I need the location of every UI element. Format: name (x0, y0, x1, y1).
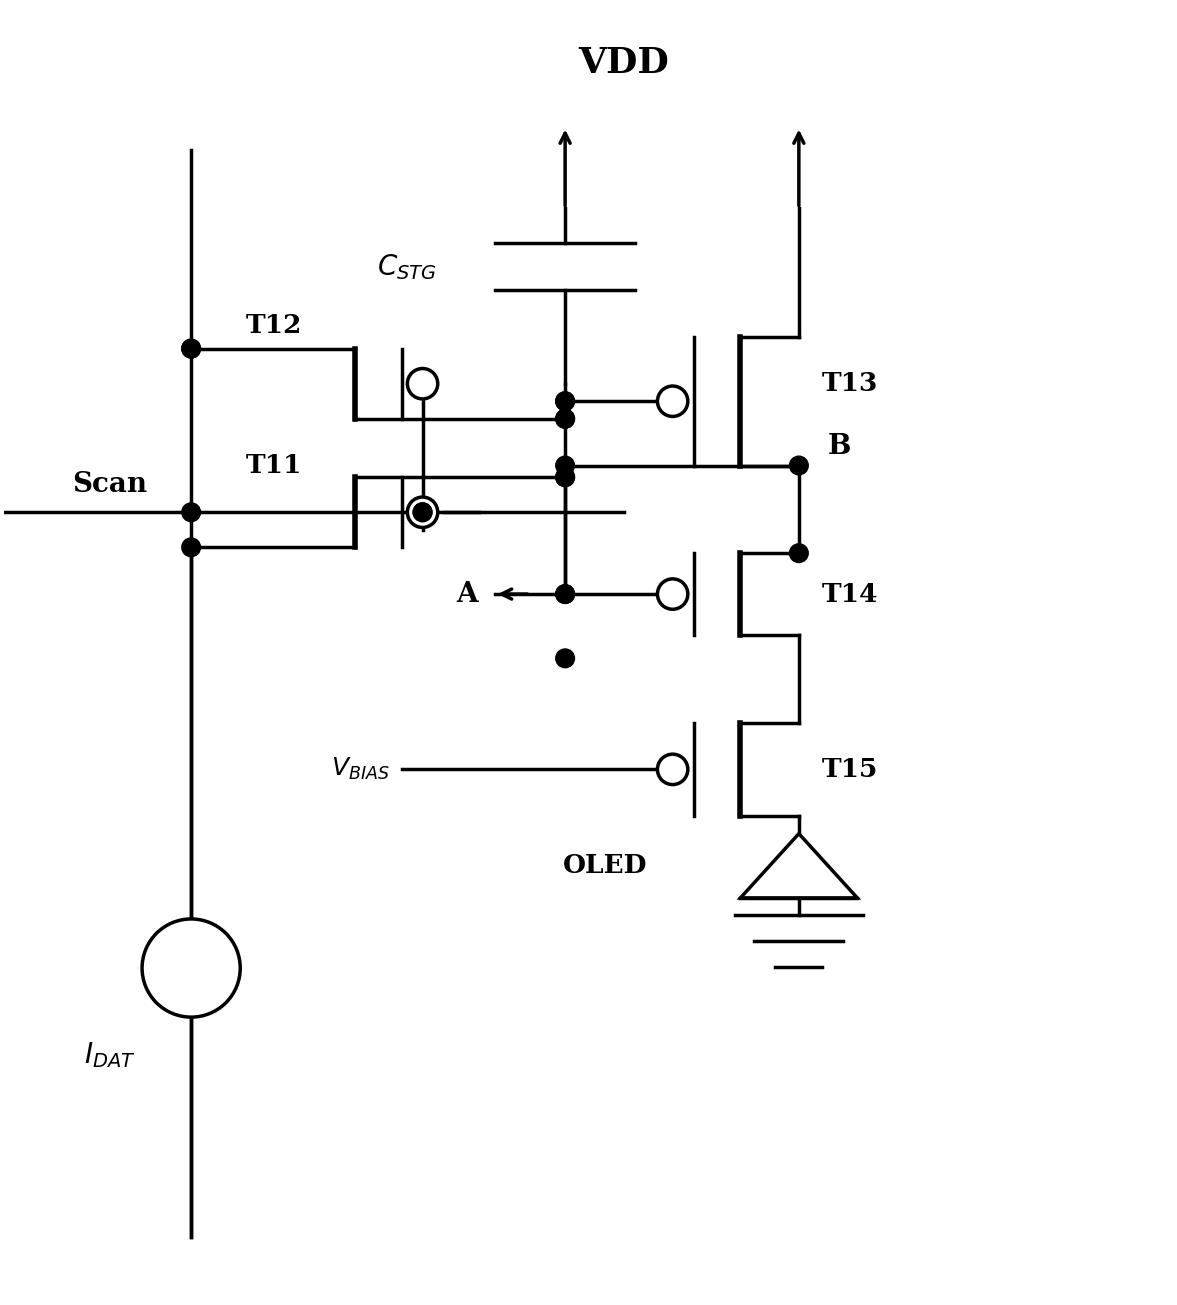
Circle shape (181, 339, 200, 358)
Circle shape (407, 497, 438, 527)
Text: $C_{STG}$: $C_{STG}$ (377, 252, 437, 282)
Text: A: A (455, 581, 478, 608)
Circle shape (181, 538, 200, 557)
Circle shape (413, 502, 432, 522)
Circle shape (556, 468, 574, 487)
Circle shape (556, 649, 574, 668)
Circle shape (407, 368, 438, 399)
Circle shape (790, 457, 809, 475)
Text: B: B (829, 433, 851, 459)
Circle shape (556, 457, 574, 475)
Text: Scan: Scan (72, 471, 147, 499)
Circle shape (556, 468, 574, 487)
Circle shape (556, 585, 574, 603)
Circle shape (142, 919, 240, 1017)
Circle shape (413, 502, 432, 522)
Circle shape (556, 392, 574, 411)
Circle shape (181, 339, 200, 358)
Text: T13: T13 (823, 371, 878, 397)
Text: T11: T11 (246, 453, 302, 478)
Circle shape (658, 579, 687, 609)
Text: $I_{DAT}$: $I_{DAT}$ (84, 1040, 135, 1070)
Circle shape (556, 392, 574, 411)
Text: T15: T15 (823, 757, 878, 782)
Text: VDD: VDD (578, 46, 669, 80)
Circle shape (556, 410, 574, 428)
Circle shape (556, 585, 574, 603)
Text: T12: T12 (246, 313, 302, 338)
Text: OLED: OLED (563, 853, 647, 878)
Text: $V_{BIAS}$: $V_{BIAS}$ (331, 757, 390, 783)
Circle shape (790, 544, 809, 562)
Circle shape (658, 754, 687, 784)
Circle shape (556, 410, 574, 428)
Text: T14: T14 (823, 582, 879, 607)
Circle shape (181, 502, 200, 522)
Circle shape (658, 386, 687, 416)
